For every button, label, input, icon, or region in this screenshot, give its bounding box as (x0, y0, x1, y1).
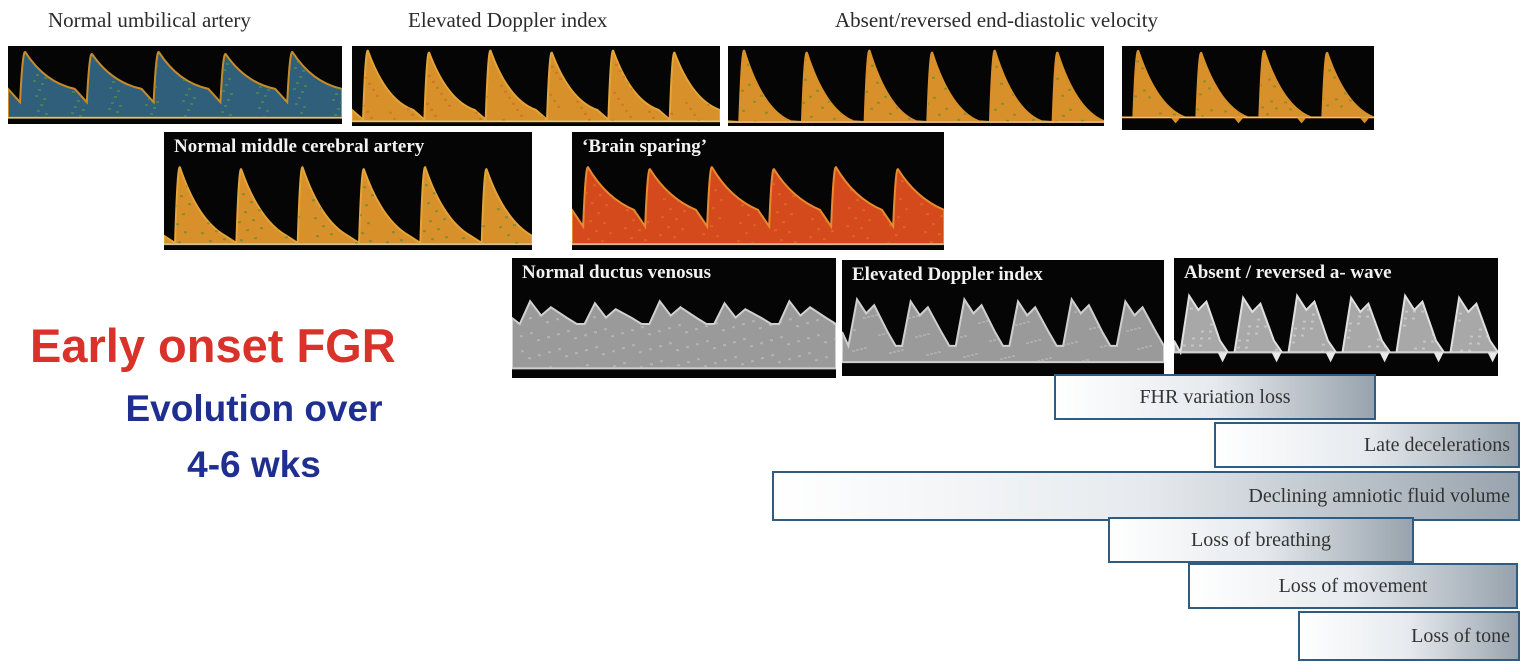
bar-loss-of-movement: Loss of movement (1188, 563, 1518, 609)
mca-normal-panel: Normal middle cerebral artery (164, 132, 532, 250)
bar-late-decelerations: Late decelerations (1214, 422, 1520, 468)
mca-normal-label: Normal middle cerebral artery (174, 136, 425, 157)
waveform-dv-elevated (842, 296, 1164, 364)
title-early-onset-fgr: Early onset FGR (30, 319, 396, 372)
waveform-dv-normal (512, 299, 836, 370)
waveform-brain-sparing (572, 166, 944, 246)
waveform-umbilical-normal (8, 51, 342, 119)
dv-absent-panel: Absent / reversed a- wave (1174, 258, 1498, 376)
dv-elevated-label: Elevated Doppler index (852, 264, 1043, 285)
caption-absent-reversed-edv: Absent/reversed end-diastolic velocity (835, 8, 1159, 32)
dv-normal-panel: Normal ductus venosus (512, 258, 836, 378)
bar-loss-of-tone: Loss of tone (1298, 611, 1520, 661)
brain-sparing-panel: ‘Brain sparing’ (572, 132, 944, 250)
title-duration: 4-6 wks (187, 444, 321, 485)
title-evolution-over: Evolution over (125, 388, 383, 429)
umbilical-elevated-waveform (352, 46, 720, 126)
waveform-umbilical-absent-a (728, 49, 1104, 124)
caption-normal-umbilical-artery: Normal umbilical artery (48, 8, 251, 32)
dv-normal-label: Normal ductus venosus (522, 262, 711, 283)
waveform-umbilical-elevated (352, 49, 720, 123)
waveform-mca-normal (164, 166, 532, 246)
dv-elevated-panel: Elevated Doppler index (842, 260, 1164, 376)
dv-absent-label: Absent / reversed a- wave (1184, 262, 1392, 283)
caption-elevated-doppler-index: Elevated Doppler index (408, 8, 608, 32)
bar-fhr-variation-loss: FHR variation loss (1054, 374, 1376, 420)
waveform-umbilical-reversed-b (1122, 50, 1374, 124)
umbilical-absent-waveform-a (728, 46, 1104, 126)
waveform-dv-absent (1174, 293, 1498, 363)
bar-loss-of-breathing: Loss of breathing (1108, 517, 1414, 563)
umbilical-reversed-waveform-b (1122, 46, 1374, 130)
umbilical-normal-waveform (8, 46, 342, 124)
brain-sparing-label: ‘Brain sparing’ (582, 136, 708, 157)
bar-declining-amniotic-fluid: Declining amniotic fluid volume (772, 471, 1520, 521)
